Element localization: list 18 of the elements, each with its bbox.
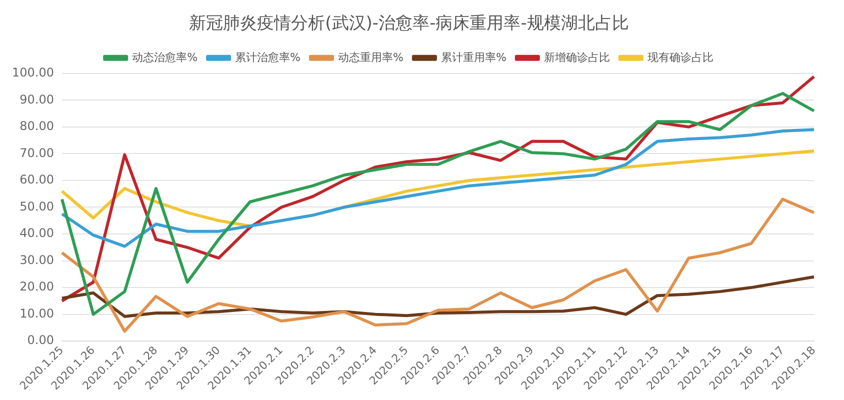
y-tick-label: 80.00 xyxy=(20,119,54,134)
y-tick-label: 20.00 xyxy=(20,280,54,294)
chart-title: 新冠肺炎疫情分析(武汉)-治愈率-病床重用率-规模湖北占比 xyxy=(189,14,629,34)
y-tick-label: 10.00 xyxy=(20,306,54,320)
y-tick-label: 90.00 xyxy=(20,92,54,106)
legend-label: 新增确诊占比 xyxy=(544,50,610,64)
y-tick-label: 0.00 xyxy=(27,333,54,348)
y-tick-label: 100.00 xyxy=(12,66,54,80)
y-tick-label: 50.00 xyxy=(20,199,54,214)
legend-label: 现有确诊占比 xyxy=(647,50,714,64)
y-tick-label: 40.00 xyxy=(20,226,54,240)
legend-label: 累计治愈率% xyxy=(235,50,300,64)
y-tick-label: 30.00 xyxy=(20,252,54,267)
y-tick-label: 60.00 xyxy=(20,172,54,187)
legend-label: 动态治愈率% xyxy=(132,50,198,64)
legend-label: 累计重用率% xyxy=(440,50,506,64)
y-tick-label: 70.00 xyxy=(20,146,54,160)
legend-label: 动态重用率% xyxy=(338,50,404,64)
